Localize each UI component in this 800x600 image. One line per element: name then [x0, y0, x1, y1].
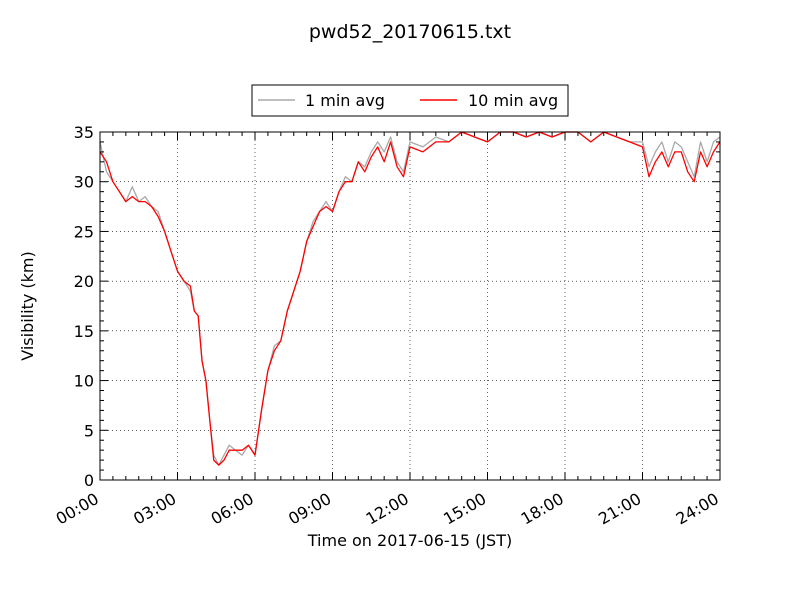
axis-tick-labels: 00:00 03:00 06:00 09:00 12:00 15:00 18:00 21:00…	[53, 123, 722, 529]
x-tick-label: 24:00	[673, 489, 722, 529]
x-tick-label: 09:00	[285, 489, 334, 529]
x-axis-title: Time on 2017-06-15 (JST)	[307, 531, 512, 550]
x-tick-label: 00:00	[53, 489, 102, 529]
y-tick-label: 0	[84, 471, 94, 490]
grid-lines	[100, 132, 720, 480]
x-tick-label: 03:00	[130, 489, 179, 529]
legend: 1 min avg 10 min avg	[251, 84, 569, 117]
x-tick-label: 12:00	[363, 489, 412, 529]
legend-label-10min: 10 min avg	[468, 91, 558, 110]
x-tick-label: 15:00	[440, 489, 489, 529]
y-tick-label: 30	[74, 173, 94, 192]
y-tick-label: 20	[74, 272, 94, 291]
y-tick-label: 15	[74, 322, 94, 341]
y-axis-title: Visibility (km)	[18, 251, 37, 360]
legend-box	[251, 84, 569, 117]
x-tick-label: 06:00	[208, 489, 257, 529]
x-tick-label: 21:00	[595, 489, 644, 529]
y-tick-label: 35	[74, 123, 94, 142]
x-tick-label: 18:00	[518, 489, 567, 529]
y-tick-label: 25	[74, 222, 94, 241]
legend-label-1min: 1 min avg	[305, 91, 385, 110]
series-line-10min-avg	[99, 131, 721, 466]
y-tick-label: 10	[74, 372, 94, 391]
y-tick-label: 5	[84, 421, 94, 440]
series-layer	[99, 131, 721, 466]
chart-title: pwd52_20170615.txt	[309, 21, 511, 43]
axis-ticks	[99, 131, 721, 481]
